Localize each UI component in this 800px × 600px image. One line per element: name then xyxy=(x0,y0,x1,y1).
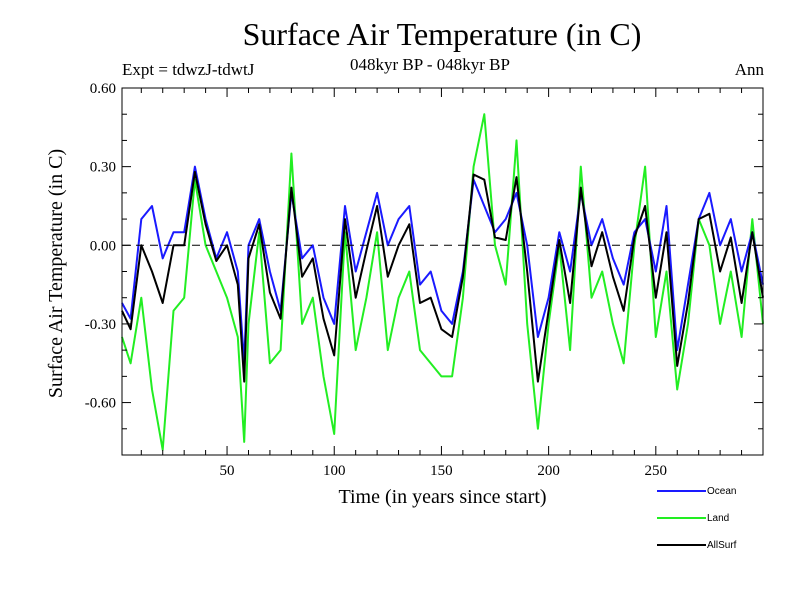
axis-ticks: 50 100 150 200 250 0.60 0.30 0.00 -0.30 -0.60 xyxy=(85,81,764,479)
y-tick-label: -0.60 xyxy=(85,396,116,412)
x-tick-label: 250 xyxy=(645,463,668,479)
experiment-label: Expt = tdwzJ-tdwtJ xyxy=(122,60,255,79)
x-tick-label: 100 xyxy=(323,463,346,479)
y-tick-label: 0.60 xyxy=(90,81,116,97)
chart-title: Surface Air Temperature (in C) xyxy=(242,16,642,52)
y-tick-label: 0.30 xyxy=(90,160,116,176)
x-tick-label: 150 xyxy=(430,463,453,479)
y-tick-label: 0.00 xyxy=(90,238,116,254)
y-axis-title: Surface Air Temperature (in C) xyxy=(45,149,67,398)
x-tick-label: 200 xyxy=(537,463,560,479)
period-label: 048kyr BP - 048kyr BP xyxy=(350,55,510,74)
x-tick-label: 50 xyxy=(220,463,235,479)
series-line-allsurf xyxy=(121,170,764,383)
legend-label-allsurf: AllSurf xyxy=(707,540,737,551)
series-line-ocean xyxy=(121,165,764,365)
legend-label-ocean: Ocean xyxy=(707,486,736,497)
y-tick-label: -0.30 xyxy=(85,317,116,333)
legend-label-land: Land xyxy=(707,513,729,524)
series-line-land xyxy=(121,113,764,451)
legend: Ocean Land AllSurf xyxy=(657,486,737,551)
x-axis-title: Time (in years since start) xyxy=(338,486,546,508)
season-label: Ann xyxy=(734,60,764,79)
series-layer xyxy=(121,113,764,451)
